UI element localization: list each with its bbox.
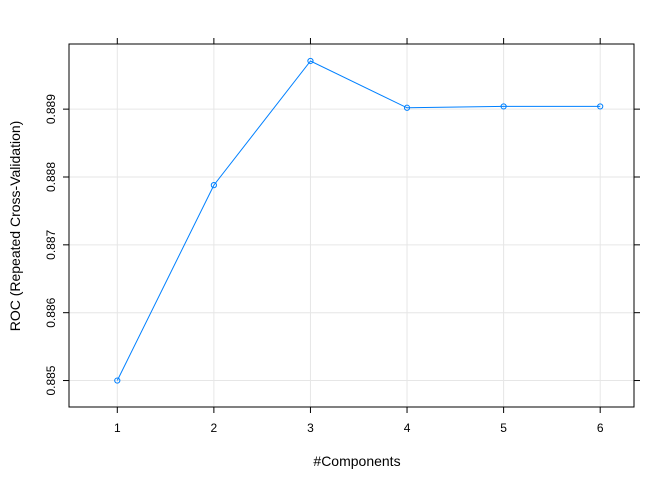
y-tick-label: 0.888 xyxy=(44,162,58,192)
x-tick-label: 1 xyxy=(114,421,121,435)
plot-panel xyxy=(68,43,635,408)
x-tick-label: 2 xyxy=(211,421,218,435)
data-points xyxy=(114,57,604,384)
y-tick-label: 0.886 xyxy=(44,297,58,327)
y-tick-label: 0.889 xyxy=(44,94,58,124)
x-tick-label: 6 xyxy=(597,421,604,435)
data-point xyxy=(114,377,121,384)
data-point xyxy=(403,104,411,111)
y-tick-labels: 0.885 0.886 0.887 0.888 0.889 xyxy=(44,94,58,396)
data-point xyxy=(597,103,604,110)
data-point xyxy=(307,57,314,65)
x-tick-label: 3 xyxy=(307,421,314,435)
grid-lines xyxy=(69,44,634,407)
x-axis-title: #Components xyxy=(313,453,400,469)
series-line xyxy=(116,60,601,381)
x-tick-label: 5 xyxy=(500,421,507,435)
x-tick-labels: 1 2 3 4 5 6 xyxy=(114,421,604,435)
data-point xyxy=(210,182,217,189)
x-tick-label: 4 xyxy=(404,421,411,435)
y-axis-title: ROC (Repeated Cross-Validation) xyxy=(7,121,23,332)
axis-ticks xyxy=(63,38,640,413)
y-tick-label: 0.887 xyxy=(44,229,58,259)
data-point xyxy=(500,103,507,110)
y-tick-label: 0.885 xyxy=(44,365,58,395)
